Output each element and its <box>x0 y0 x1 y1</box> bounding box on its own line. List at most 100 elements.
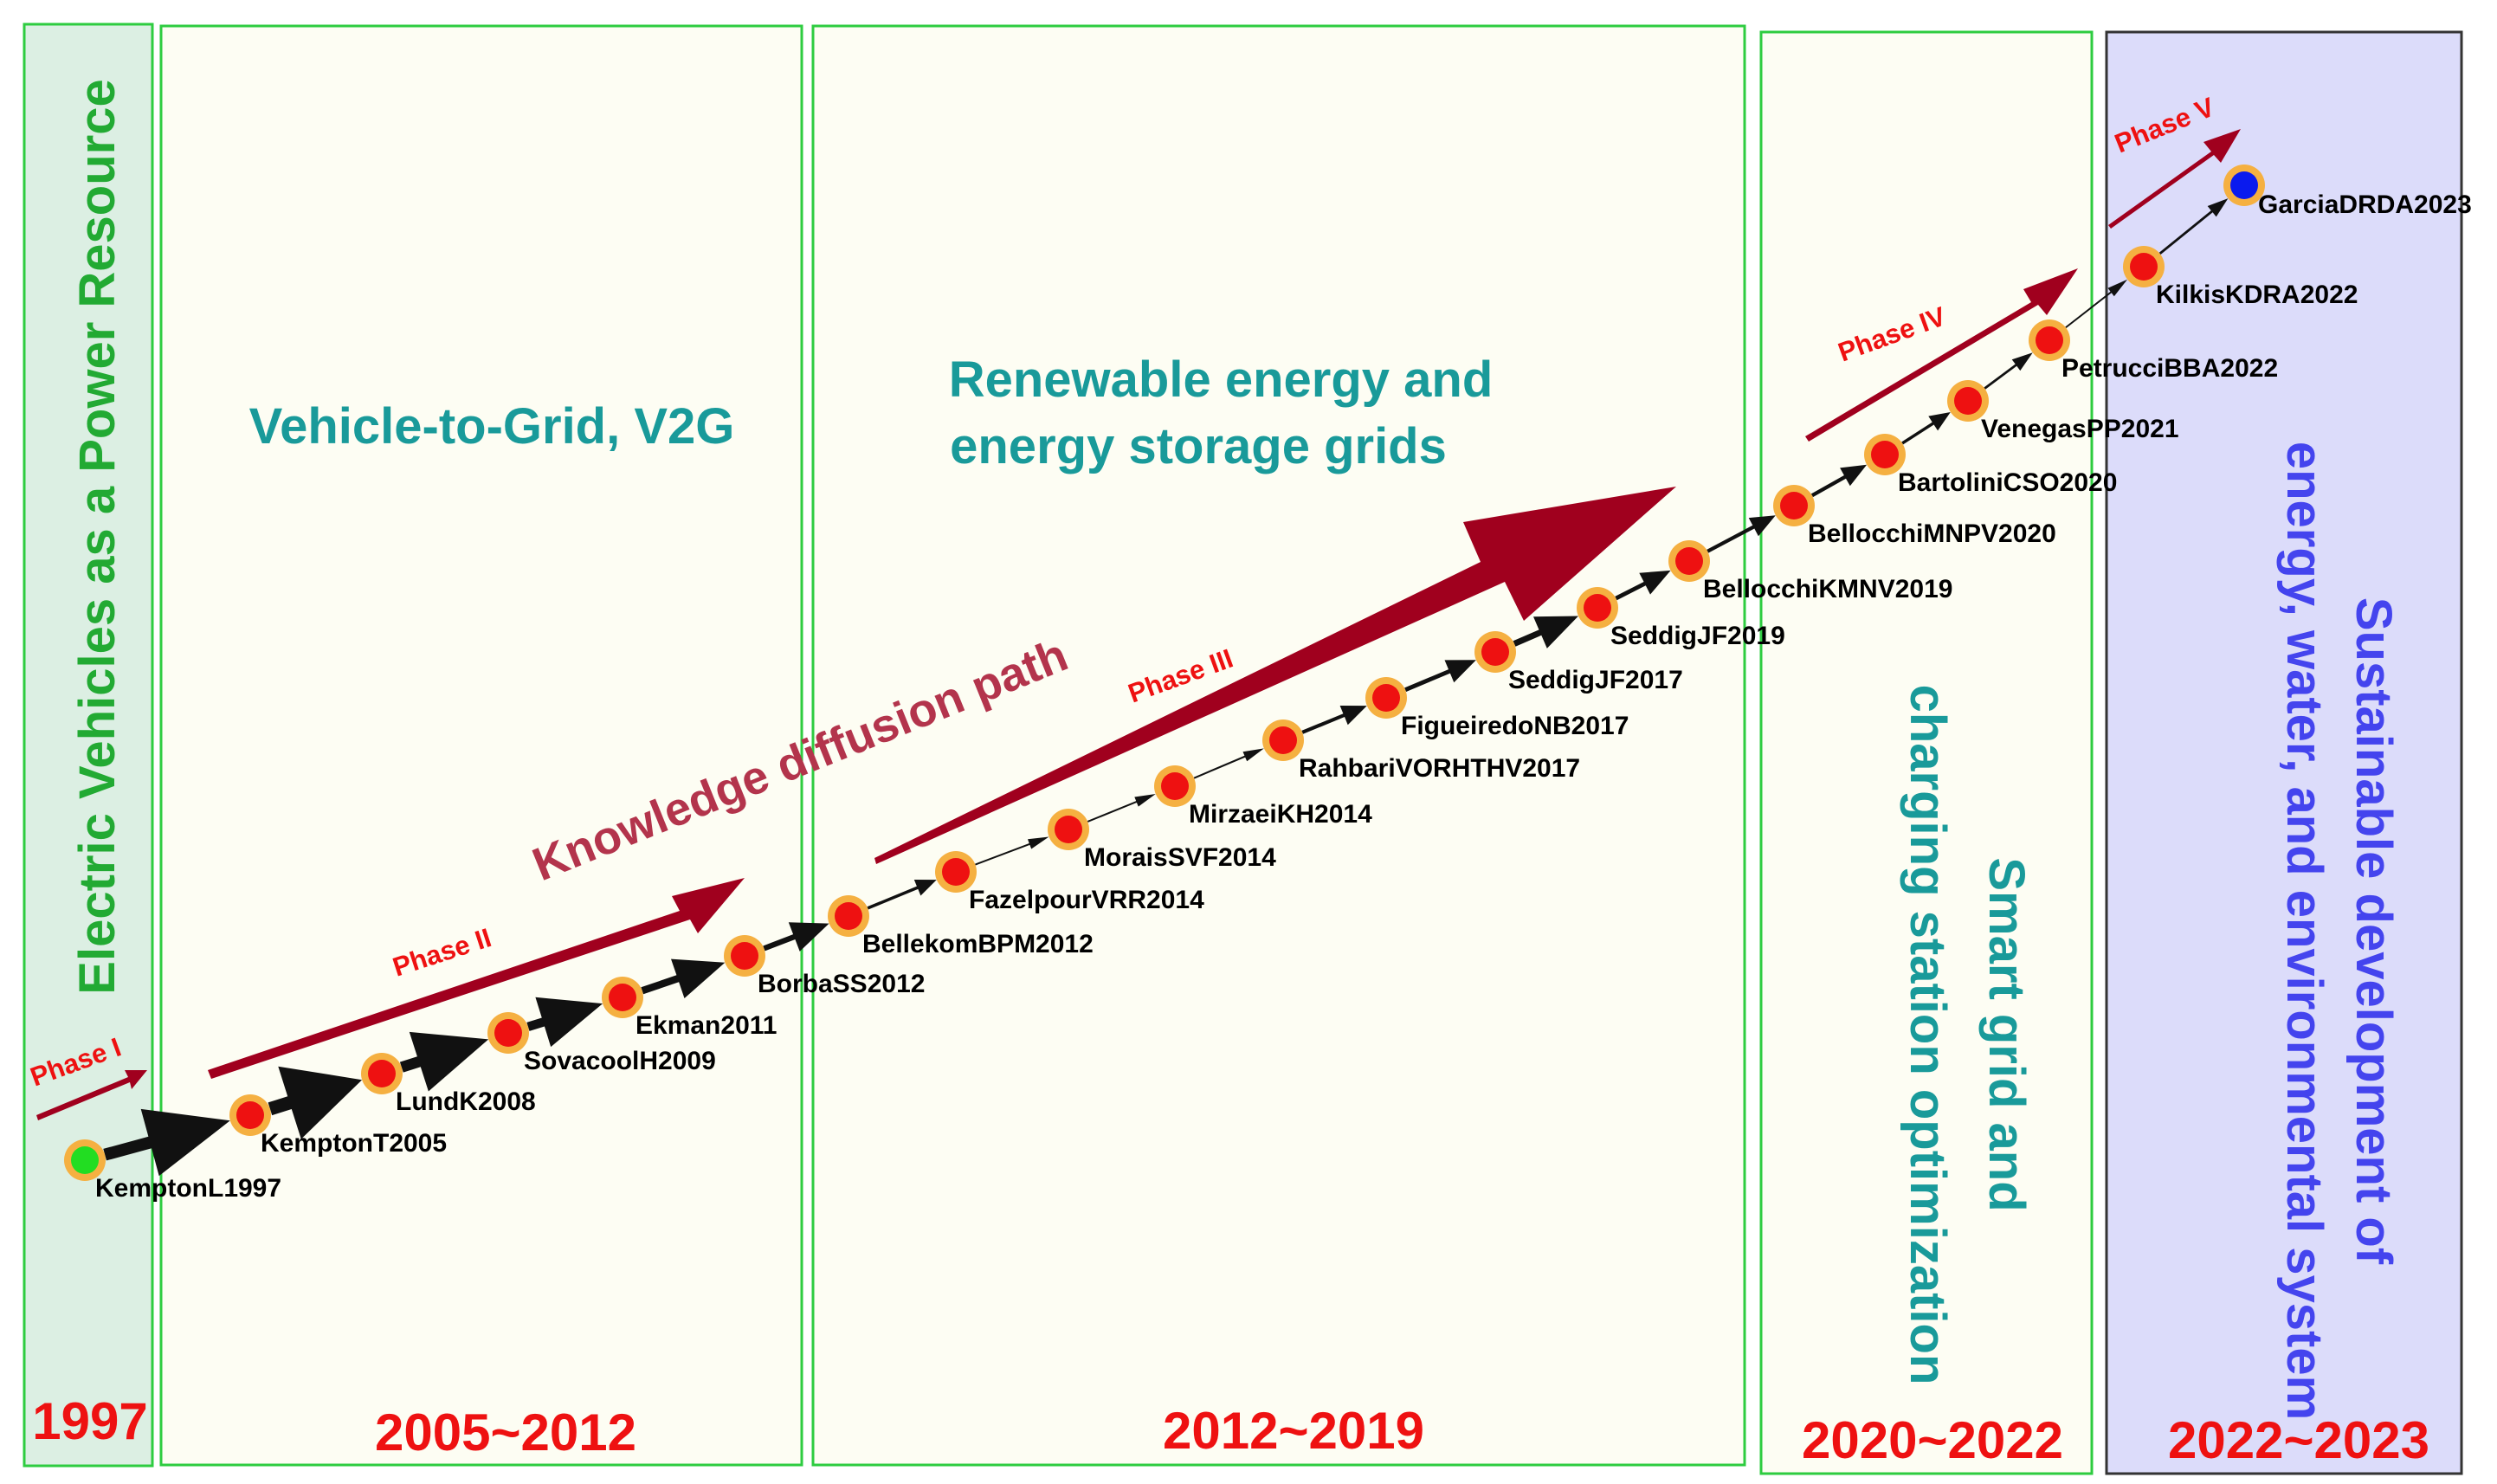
node-core <box>236 1101 264 1129</box>
path-node[interactable]: BellekomBPM2012 <box>828 895 1094 958</box>
path-arrow-segment <box>1901 412 1951 445</box>
node-core <box>609 984 636 1011</box>
theme-sustainable-line1: Sustainable development of <box>2345 597 2402 1265</box>
panel-2005-2012 <box>159 24 803 1467</box>
node-core <box>1675 547 1703 575</box>
node-label: BellocchiMNPV2020 <box>1808 519 2056 548</box>
node-label: SeddigJF2019 <box>1610 622 1785 650</box>
node-core <box>942 858 970 886</box>
node-core <box>1055 816 1082 843</box>
path-arrow-segment <box>526 997 603 1048</box>
path-node[interactable]: PetrucciBBA2022 <box>2029 319 2278 383</box>
node-label: BellocchiKMNV2019 <box>1703 575 1952 603</box>
path-node[interactable]: KemptonL1997 <box>64 1139 281 1203</box>
path-arrow-segment <box>2065 279 2128 328</box>
node-core <box>1780 492 1808 519</box>
period-label-2005-2012: 2005~2012 <box>375 1403 636 1461</box>
path-arrow-segment <box>1513 616 1578 648</box>
path-arrow-segment <box>399 1031 489 1092</box>
node-label: RahbariVORHTHV2017 <box>1299 754 1580 783</box>
path-node[interactable]: BellocchiMNPV2020 <box>1773 485 2056 548</box>
path-node[interactable]: FazelpourVRR2014 <box>935 851 1204 914</box>
node-label: GarciaDRDA2023 <box>2258 190 2472 219</box>
path-nodes: KemptonL1997 KemptonT2005 LundK2008 Sovacoo… <box>64 165 2472 1203</box>
node-core <box>2230 171 2258 199</box>
path-arrow-segment <box>268 1066 363 1139</box>
node-label: MirzaeiKH2014 <box>1189 800 1372 829</box>
panel-2020-2022 <box>1759 30 2094 1475</box>
phase-arrow-1 <box>36 1070 147 1120</box>
path-node[interactable]: FigueiredoNB2017 <box>1365 677 1629 740</box>
theme-renewable-line2: energy storage grids <box>950 418 1447 474</box>
path-arrow-segment <box>641 958 726 998</box>
path-arrow-segment <box>1984 352 2033 390</box>
path-arrow-segment <box>1707 515 1776 553</box>
theme-smartgrid-line1: Smart grid and <box>1978 857 2035 1211</box>
node-core <box>2036 326 2063 354</box>
period-panels <box>23 23 2463 1475</box>
path-node[interactable]: SovacoolH2009 <box>487 1012 716 1075</box>
node-label: SovacoolH2009 <box>524 1047 716 1075</box>
theme-electric-vehicles: Electric Vehicles as a Power Resource <box>69 79 126 994</box>
path-node[interactable]: BorbaSS2012 <box>724 935 925 998</box>
node-label: SeddigJF2017 <box>1508 666 1683 694</box>
path-arrow-segment <box>1301 706 1367 734</box>
theme-v2g: Vehicle-to-Grid, V2G <box>249 398 735 455</box>
path-arrow-segment <box>763 922 829 952</box>
path-segments <box>103 198 2229 1177</box>
path-node[interactable]: MirzaeiKH2014 <box>1154 765 1372 829</box>
theme-renewable-line1: Renewable energy and <box>949 352 1494 408</box>
period-label-2022-2023: 2022~2023 <box>2168 1411 2429 1469</box>
path-node[interactable]: KemptonT2005 <box>229 1094 447 1158</box>
phase-arrow-5 <box>2108 129 2241 229</box>
node-label: MoraisSVF2014 <box>1084 843 1276 872</box>
node-core <box>731 942 758 970</box>
path-node[interactable]: SeddigJF2019 <box>1577 587 1785 650</box>
path-node[interactable]: VenegasPP2021 <box>1947 380 2179 443</box>
node-core <box>1481 638 1509 666</box>
node-label: BellekomBPM2012 <box>862 930 1094 958</box>
path-node[interactable]: SeddigJF2017 <box>1474 631 1683 694</box>
path-node[interactable]: KilkisKDRA2022 <box>2123 246 2358 309</box>
path-node[interactable]: BellocchiKMNV2019 <box>1668 540 1952 603</box>
node-label: FigueiredoNB2017 <box>1401 712 1629 740</box>
node-label: PetrucciBBA2022 <box>2061 354 2278 383</box>
node-core <box>1954 387 1982 415</box>
node-label: KemptonL1997 <box>95 1174 281 1203</box>
theme-labels: Electric Vehicles as a Power Resource Ve… <box>69 79 2402 1420</box>
path-node[interactable]: LundK2008 <box>361 1053 536 1116</box>
phase-arrows <box>36 129 2241 1120</box>
node-core <box>1584 594 1611 622</box>
path-node[interactable]: BartoliniCSO2020 <box>1864 434 2117 497</box>
period-label-1997: 1997 <box>32 1392 147 1450</box>
path-arrow-segment <box>103 1108 230 1177</box>
path-node[interactable]: RahbariVORHTHV2017 <box>1262 719 1580 783</box>
node-label: BorbaSS2012 <box>758 970 925 998</box>
phase-arrow-2 <box>208 878 745 1079</box>
node-core <box>1372 684 1400 712</box>
node-label: KemptonT2005 <box>261 1129 447 1158</box>
path-node[interactable]: Ekman2011 <box>602 977 777 1040</box>
path-arrow-segment <box>1615 570 1671 601</box>
node-label: KilkisKDRA2022 <box>2156 281 2358 309</box>
period-label-2020-2022: 2020~2022 <box>1802 1411 2063 1469</box>
node-core <box>368 1060 396 1087</box>
panel-2022-2023 <box>2105 30 2463 1475</box>
phase-arrow-3 <box>874 487 1676 864</box>
path-node[interactable]: MoraisSVF2014 <box>1048 809 1276 872</box>
node-core <box>1871 441 1899 468</box>
theme-smartgrid-line2: charging station optimization <box>1900 685 1956 1385</box>
path-node[interactable]: GarciaDRDA2023 <box>2223 165 2472 219</box>
node-core <box>835 902 862 930</box>
theme-sustainable-line2: energy, water, and environmental system <box>2276 442 2332 1420</box>
node-label: VenegasPP2021 <box>1981 415 2179 443</box>
path-arrow-segment <box>867 880 937 910</box>
node-core <box>494 1019 522 1047</box>
node-label: BartoliniCSO2020 <box>1898 468 2117 497</box>
node-label: FazelpourVRR2014 <box>969 886 1204 914</box>
period-labels: 1997 2005~2012 2012~2019 2020~2022 2022~… <box>32 1392 2429 1469</box>
node-core <box>71 1146 99 1174</box>
node-label: Ekman2011 <box>636 1011 777 1040</box>
path-arrow-segment <box>1087 794 1156 823</box>
panel-1997 <box>23 23 154 1468</box>
